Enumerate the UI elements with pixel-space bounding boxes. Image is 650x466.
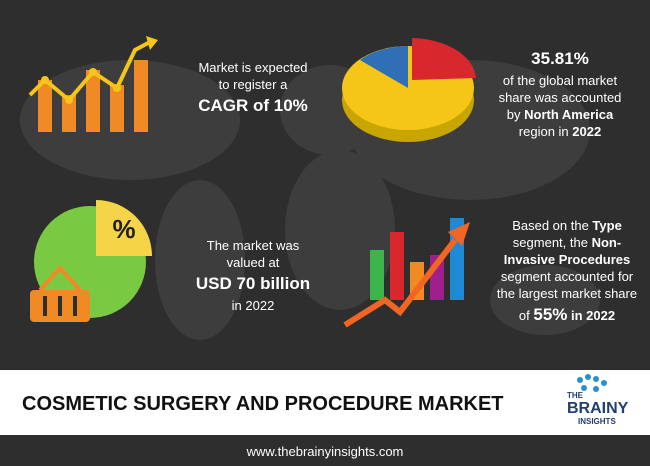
- percent-basket-icon: [30, 200, 152, 322]
- logo-mark: [577, 374, 607, 392]
- stat-line: share was accounted: [499, 90, 622, 105]
- stat-text: Non-: [592, 235, 622, 250]
- percent-icon: %: [112, 214, 135, 244]
- stat-text: CAGR of 10%: [198, 96, 308, 115]
- stat-text: of the global market: [503, 73, 618, 88]
- stat-text: region in: [519, 124, 572, 139]
- stat-text: The market was: [207, 238, 300, 253]
- stat-line: in 2022: [232, 298, 275, 313]
- stat-line: segment accounted for: [501, 269, 634, 284]
- stat-text: segment accounted for: [501, 269, 634, 284]
- stat-text: 55%: [533, 305, 567, 324]
- segment-chart-icon: [343, 218, 470, 328]
- stat-line: USD 70 billion: [196, 274, 310, 293]
- stat-text: 2022: [572, 124, 601, 139]
- logo-text: THE: [567, 391, 584, 400]
- stat-line: Based on the Type: [512, 218, 622, 233]
- stat-line: region in 2022: [519, 124, 601, 139]
- logo-text: INSIGHTS: [578, 417, 616, 426]
- logo-text: BRAINY: [567, 400, 629, 417]
- stat-text: valued at: [227, 255, 280, 270]
- stat-line: The market was: [207, 238, 300, 253]
- stat-line: 35.81%: [531, 49, 589, 68]
- stat-line: of 55% in 2022: [519, 305, 615, 324]
- stat-line: Market is expected: [198, 60, 307, 75]
- stat-text: Based on the: [512, 218, 592, 233]
- stat-text: Invasive Procedures: [504, 252, 630, 267]
- stat-line: of the global market: [503, 73, 618, 88]
- stat-line: to register a: [219, 77, 288, 92]
- stat-text: Market is expected: [198, 60, 307, 75]
- stat-text: segment, the: [513, 235, 592, 250]
- footer-url: www.thebrainyinsights.com: [246, 444, 404, 459]
- growth-chart-icon: [28, 36, 158, 132]
- stat-text: to register a: [219, 77, 288, 92]
- stat-text: in 2022: [567, 308, 615, 323]
- stat-text: of: [519, 308, 533, 323]
- stat-text: USD 70 billion: [196, 274, 310, 293]
- pie-icon: [342, 38, 476, 142]
- stat-text: in 2022: [232, 298, 275, 313]
- stat-line: by North America: [507, 107, 614, 122]
- stat-line: valued at: [227, 255, 280, 270]
- stat-line: the largest market share: [497, 286, 637, 301]
- stat-text: by: [507, 107, 524, 122]
- stat-text: Type: [592, 218, 621, 233]
- stat-text: share was accounted: [499, 90, 622, 105]
- title-band: [0, 370, 650, 435]
- footer-band: [0, 435, 650, 466]
- stat-line: segment, the Non-: [513, 235, 621, 250]
- stat-text: North America: [524, 107, 614, 122]
- stat-text: the largest market share: [497, 286, 637, 301]
- stat-line: Invasive Procedures: [504, 252, 630, 267]
- title: COSMETIC SURGERY AND PROCEDURE MARKET: [22, 393, 504, 415]
- stat-text: 35.81%: [531, 49, 589, 68]
- stat-line: CAGR of 10%: [198, 96, 308, 115]
